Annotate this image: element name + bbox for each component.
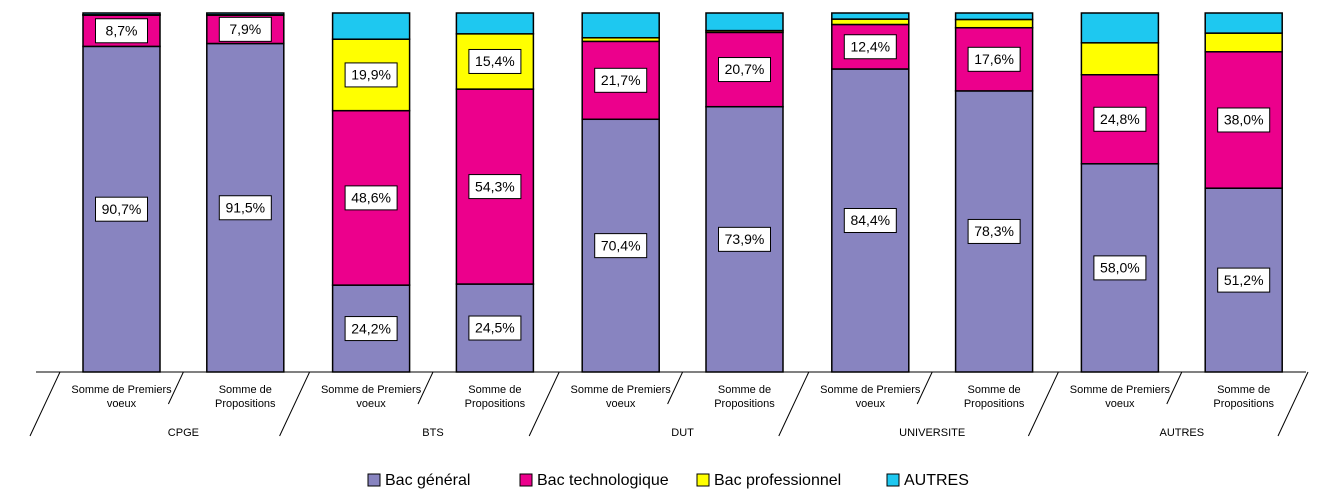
group-label: BTS	[422, 427, 444, 439]
value-label: 24,2%	[351, 320, 391, 336]
value-label-box	[95, 18, 148, 44]
group-label: AUTRES	[1159, 427, 1205, 439]
bar-segment	[954, 12, 1034, 21]
value-label-box	[594, 233, 648, 259]
value-label: 78,3%	[974, 223, 1014, 239]
value-label: 19,9%	[351, 67, 391, 83]
value-label-box	[218, 16, 272, 42]
value-label-box	[843, 34, 897, 60]
value-label-box	[967, 46, 1021, 72]
value-label: 48,6%	[351, 190, 391, 206]
bar-segment	[455, 12, 535, 35]
legend-label: AUTRES	[904, 472, 969, 489]
value-label-box	[718, 57, 771, 83]
value-label: 84,4%	[850, 212, 890, 228]
group-label: DUT	[671, 427, 694, 439]
value-label: 12,4%	[850, 38, 890, 54]
legend-label: Bac technologique	[537, 472, 669, 489]
category-divider	[417, 371, 434, 405]
value-label-box	[95, 196, 148, 222]
legend-label: Bac général	[385, 472, 470, 489]
value-label: 8,7%	[106, 22, 138, 38]
bar-segment	[1080, 12, 1160, 44]
bar-segment	[705, 12, 784, 32]
value-label: 38,0%	[1224, 112, 1264, 128]
value-label-box	[344, 316, 398, 342]
value-label-box	[594, 67, 648, 93]
value-label-box	[967, 218, 1021, 244]
category-divider	[1166, 371, 1183, 405]
group-divider	[1277, 371, 1309, 437]
bar-segment	[1080, 42, 1160, 76]
legend-label: Bac professionnel	[714, 472, 841, 489]
bar-segment	[581, 12, 660, 39]
x-tick-label: Somme de Premiers voeux	[71, 384, 172, 410]
value-label: 17,6%	[974, 51, 1014, 67]
bar-segment	[1204, 12, 1283, 34]
x-tick-label: Somme de Premiers voeux	[570, 384, 671, 410]
bar-segment	[206, 12, 285, 16]
value-label-box	[1217, 267, 1271, 293]
group-label: CPGE	[167, 427, 199, 439]
x-tick-label: Somme de Propositions	[1213, 384, 1274, 410]
group-divider	[1027, 371, 1059, 437]
value-label-box	[1093, 106, 1147, 132]
category-divider	[167, 371, 184, 405]
value-label: 90,7%	[102, 201, 142, 217]
value-label: 15,4%	[475, 53, 515, 69]
x-tick-label: Somme de Premiers voeux	[820, 384, 921, 410]
bar-segment	[954, 18, 1034, 29]
value-label-box	[1093, 255, 1147, 281]
value-label-box	[218, 195, 272, 221]
group-label: UNIVERSITE	[899, 427, 966, 439]
value-label: 54,3%	[475, 178, 515, 194]
value-label-box	[468, 48, 522, 74]
value-label: 91,5%	[225, 199, 265, 215]
value-label-box	[843, 208, 897, 234]
x-tick-label: Somme de Propositions	[215, 384, 276, 410]
x-tick-label: Somme de Propositions	[464, 384, 526, 410]
bar-segment	[82, 12, 161, 16]
bar-segment	[1204, 32, 1283, 53]
x-tick-label: Somme de Premiers voeux	[320, 384, 422, 410]
legend-swatch	[367, 473, 381, 487]
value-label-box	[718, 226, 771, 252]
value-label: 73,9%	[725, 231, 765, 247]
bar-segment	[831, 12, 910, 20]
value-label-box	[344, 62, 398, 88]
value-label: 24,8%	[1100, 111, 1140, 127]
legend-swatch	[696, 473, 710, 487]
value-label-box	[1217, 107, 1271, 133]
value-label: 21,7%	[601, 72, 641, 88]
category-divider	[667, 371, 684, 405]
value-label: 70,4%	[601, 237, 641, 253]
value-label-box	[344, 185, 398, 211]
x-tick-label: Somme de Propositions	[963, 384, 1025, 410]
legend-swatch	[519, 473, 533, 487]
legend-swatch	[886, 473, 900, 487]
x-tick-label: Somme de Premiers voeux	[1069, 384, 1171, 410]
category-divider	[916, 371, 933, 405]
group-divider	[279, 371, 311, 437]
value-label: 20,7%	[725, 61, 765, 77]
bar-segment	[331, 12, 411, 40]
value-label-box	[468, 315, 522, 341]
value-label: 51,2%	[1224, 272, 1264, 288]
group-divider	[528, 371, 560, 437]
group-divider	[778, 371, 810, 437]
bar-segment	[831, 18, 910, 26]
value-label: 58,0%	[1100, 260, 1140, 276]
group-divider	[29, 371, 61, 437]
value-label: 24,5%	[475, 320, 515, 336]
x-tick-label: Somme de Propositions	[714, 384, 775, 410]
value-label-box	[468, 174, 522, 200]
value-label: 7,9%	[229, 21, 261, 37]
